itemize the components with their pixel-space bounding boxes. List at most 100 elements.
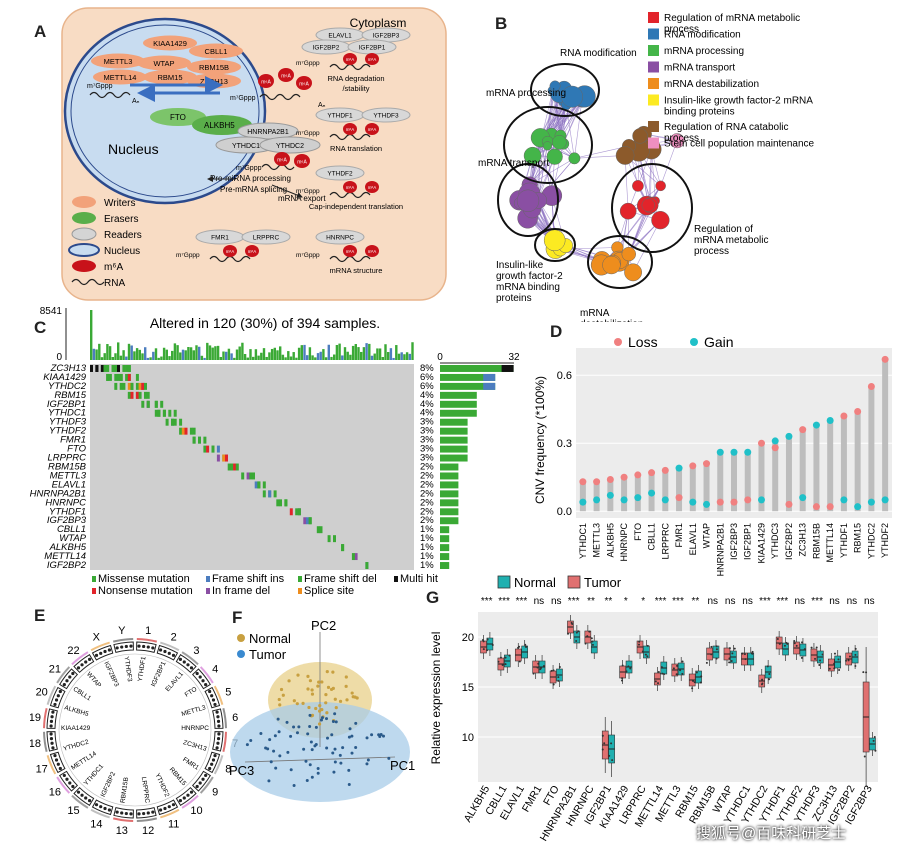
box-point <box>766 665 769 668</box>
top-bar <box>173 343 177 360</box>
panel-d-chart: Loss Gain 0.0 0.3 0.6 YTHDC1 METTL3 ALKBH5 HNRN… <box>533 334 892 576</box>
mutation-cell <box>225 454 228 462</box>
gain-point <box>703 500 711 508</box>
chromosome-label: 11 <box>168 818 179 830</box>
circos-gene-label: WTAP <box>85 671 102 689</box>
gain-point <box>593 496 601 504</box>
pca-point-tumor <box>259 731 263 735</box>
cnv-bar <box>854 411 861 512</box>
legend-label: mRNA processing <box>664 46 744 57</box>
legend-label: Nucleus <box>104 246 140 257</box>
pca-point-normal <box>306 687 310 691</box>
top-bar <box>200 355 204 360</box>
gene-label: LRPPRC <box>47 453 86 464</box>
writer-label: WTAP <box>153 59 174 68</box>
mutation-cell <box>108 373 112 381</box>
gain-point <box>675 464 683 472</box>
box-point <box>672 667 675 670</box>
top-bar <box>389 348 393 360</box>
top-bar <box>273 347 276 360</box>
top-bar <box>146 357 150 360</box>
mutation-cell <box>181 427 185 435</box>
m6a-mark <box>343 245 357 257</box>
significance-label: *** <box>568 596 580 607</box>
network-edge <box>574 99 583 159</box>
chromosome-band <box>84 796 88 800</box>
legend-label: Nonsense mutation <box>98 585 193 597</box>
cnv-bar <box>676 468 683 512</box>
mutation-cell <box>122 382 126 390</box>
side-bar <box>440 472 459 480</box>
network-node <box>543 229 566 252</box>
top-bar <box>392 357 395 360</box>
box-point <box>540 666 543 669</box>
chromosome-label: 21 <box>49 664 61 676</box>
box-point <box>524 643 527 646</box>
legend-label: Normal <box>514 575 556 590</box>
top-bar <box>262 348 266 360</box>
cnv-bar <box>621 477 628 512</box>
mutation-cell <box>127 391 131 399</box>
mutation-cell <box>297 508 301 516</box>
box-point <box>621 677 624 680</box>
loss-point <box>854 407 862 415</box>
box-point <box>768 678 771 681</box>
top-bar <box>311 355 314 360</box>
chromosome-band <box>51 710 55 714</box>
side-bar <box>440 365 514 372</box>
chromosome-band <box>49 737 54 741</box>
top-bar <box>235 349 239 360</box>
chromosome-band <box>94 653 99 657</box>
chromosome-label: 13 <box>116 825 128 837</box>
legend-label: Loss <box>628 334 658 350</box>
top-bar <box>365 343 368 360</box>
legend-swatch <box>648 12 659 23</box>
cnv-bar <box>744 452 751 512</box>
pca-point-normal <box>331 686 335 690</box>
top-bar <box>189 347 193 360</box>
m6a-label: m⁶A <box>248 249 257 254</box>
mutation-cell <box>154 400 158 408</box>
side-bar <box>440 409 477 417</box>
top-bar <box>306 355 309 360</box>
chromosome-band <box>54 758 59 762</box>
chromosome-label: 22 <box>67 645 79 657</box>
top-bar <box>133 351 136 360</box>
pca-point-tumor <box>245 743 249 747</box>
top-bar <box>195 345 198 360</box>
mutation-cell <box>308 517 312 525</box>
top-bars <box>90 310 414 360</box>
pca-point-normal <box>334 705 338 710</box>
pc3-label: PC3 <box>229 763 254 778</box>
top-bar <box>270 348 274 360</box>
chromosome-band <box>171 653 176 657</box>
pca-point-normal <box>310 713 315 717</box>
pca-point-tumor <box>370 733 374 737</box>
top-bar <box>125 356 128 360</box>
significance-label: ns <box>742 596 753 607</box>
pca-point-normal <box>344 675 348 679</box>
box-point <box>590 637 593 640</box>
top-bar <box>265 356 268 360</box>
gene-label: WTAP <box>59 533 86 544</box>
circos-gene-label: FTO <box>184 686 199 699</box>
box-point <box>838 668 841 671</box>
chromosome-segment <box>73 653 95 674</box>
panel-b-label: B <box>495 14 508 33</box>
reader-label: YTHDF3 <box>373 113 399 120</box>
legend-swatch <box>648 28 659 40</box>
top-bar <box>214 346 217 360</box>
gene-label: IGF2BP3 <box>47 515 87 526</box>
legend-label: Stem cell population maintenance <box>664 139 815 150</box>
pca-point-tumor <box>381 734 385 738</box>
fto-label: FTO <box>170 113 186 122</box>
panel-g-legend: Normal Tumor <box>497 575 622 590</box>
pca-point-normal <box>301 701 305 705</box>
top-bar <box>319 351 322 360</box>
legend-label: Tumor <box>584 575 622 590</box>
top-bar <box>243 353 247 360</box>
chromosome-band <box>195 784 199 789</box>
chromosome-band <box>49 719 54 723</box>
pca-point-normal <box>310 692 315 696</box>
top-bar <box>327 344 330 360</box>
